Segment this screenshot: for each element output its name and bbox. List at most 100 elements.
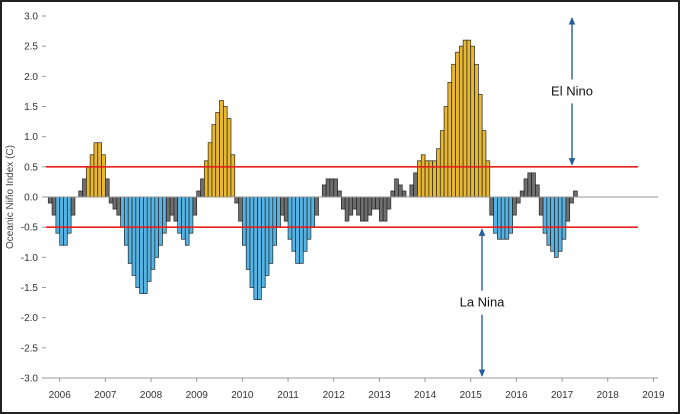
bar <box>375 196 380 210</box>
bar <box>70 196 76 216</box>
bar <box>85 166 91 198</box>
bar <box>169 196 175 216</box>
bar <box>253 196 258 300</box>
bar <box>97 142 102 198</box>
x-tick-label: 2011 <box>277 390 299 401</box>
bar <box>89 154 95 198</box>
bar <box>158 196 163 246</box>
bar <box>280 196 285 216</box>
bar <box>413 172 418 198</box>
y-tick-label: 0.5 <box>24 162 38 173</box>
annotation-label: La Nina <box>460 295 506 310</box>
bar <box>165 196 171 222</box>
bar <box>268 196 274 264</box>
bar <box>474 63 479 198</box>
bar <box>124 196 129 246</box>
bar <box>63 196 68 246</box>
bar <box>146 196 152 282</box>
x-tick-label: 2010 <box>231 390 254 401</box>
bar <box>420 154 426 198</box>
bar <box>314 196 319 216</box>
bar <box>291 196 297 252</box>
bar <box>443 106 449 198</box>
bar <box>207 142 213 198</box>
bar <box>249 196 255 288</box>
bar <box>363 196 369 222</box>
bar <box>261 196 266 288</box>
bar <box>481 130 487 198</box>
bar <box>527 172 532 198</box>
bar <box>348 196 354 216</box>
bar <box>226 118 232 198</box>
bar <box>192 196 198 216</box>
bar <box>470 45 475 198</box>
annotations-group: El Nino La Nina <box>460 17 593 377</box>
bar <box>535 184 540 198</box>
bar <box>329 178 335 198</box>
bar <box>546 196 552 246</box>
y-axis: 3.0 2.5 2.0 1.5 1.0 0.5 0.0 -0.5 -1.0 -1.5 -2.0 -2.… <box>21 12 46 385</box>
y-tick-label: -1.0 <box>21 253 39 264</box>
bar <box>360 196 365 222</box>
bar <box>557 196 563 252</box>
bar <box>230 154 236 198</box>
y-tick-label: -2.5 <box>21 343 39 354</box>
bar <box>477 94 483 198</box>
bar <box>302 196 308 252</box>
bar <box>489 196 494 216</box>
bar <box>78 190 83 198</box>
bar <box>333 178 338 198</box>
bar <box>82 178 87 198</box>
bar <box>242 196 247 246</box>
bar <box>184 196 190 246</box>
bar <box>51 196 57 216</box>
bar <box>131 196 137 276</box>
y-tick-label: 2.0 <box>24 72 38 83</box>
y-tick-label: -0.5 <box>21 223 39 234</box>
bar <box>150 196 156 270</box>
y-tick-label: 0.0 <box>24 193 38 204</box>
bar <box>310 196 316 228</box>
bar <box>200 178 205 198</box>
bar <box>367 196 373 216</box>
x-tick-label: 2017 <box>551 390 574 401</box>
x-tick-label: 2018 <box>597 390 620 401</box>
bar <box>512 196 517 216</box>
bar <box>173 196 179 222</box>
bar <box>466 39 472 198</box>
bar <box>398 184 403 198</box>
bar <box>436 148 441 198</box>
y-tick-label: 1.5 <box>24 102 38 113</box>
bar <box>447 82 453 198</box>
bar <box>211 124 217 198</box>
bar <box>215 112 220 198</box>
bar <box>569 196 574 204</box>
bar <box>59 196 64 246</box>
y-tick-label: -1.5 <box>21 283 39 294</box>
bar <box>47 196 53 204</box>
bar <box>135 196 140 288</box>
y-tick-label: 1.0 <box>24 132 38 143</box>
x-tick-label: 2015 <box>460 390 483 401</box>
bar <box>139 196 144 294</box>
bar <box>379 196 384 222</box>
x-tick-label: 2019 <box>642 390 665 401</box>
threshold-lines <box>46 166 638 228</box>
x-tick-label: 2009 <box>186 390 209 401</box>
bar <box>565 196 571 222</box>
bar <box>272 196 277 246</box>
bar <box>105 178 110 198</box>
bar <box>196 190 201 198</box>
bar <box>181 196 186 240</box>
bar <box>344 196 350 222</box>
bar <box>101 154 106 198</box>
bar <box>352 196 357 210</box>
x-tick-label: 2013 <box>368 390 391 401</box>
bar <box>386 196 392 210</box>
bar <box>108 196 114 204</box>
bar <box>299 196 304 264</box>
bar <box>519 190 525 198</box>
bar <box>306 196 312 240</box>
y-tick-label: -2.0 <box>21 313 39 324</box>
